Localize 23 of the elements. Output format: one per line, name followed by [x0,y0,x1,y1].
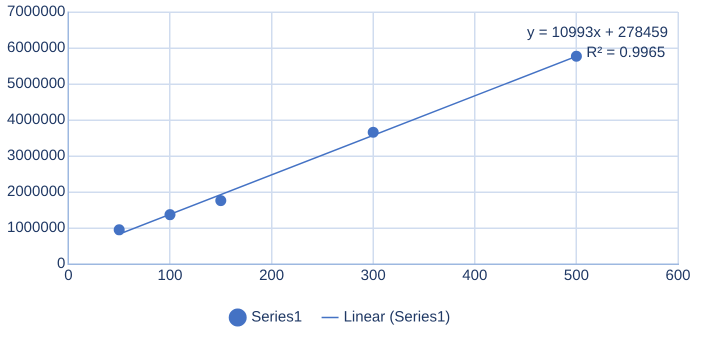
y-tick-label: 3000000 [6,147,66,164]
y-tick-label: 2000000 [6,183,66,200]
point [368,126,379,138]
y-tick-label: 5000000 [6,75,66,92]
x-tick-label: 300 [360,267,386,284]
point [164,209,176,220]
y-tick-label: 6000000 [6,39,66,56]
legend-label: Linear (Series1) [344,308,450,326]
y-tick-label: 0 [57,255,66,272]
legend-label: Series1 [251,308,302,326]
point [215,195,226,206]
annotation: y = 10993x + 278459 [527,24,668,41]
x-tick-label: 200 [259,267,284,284]
x-tick-label: 400 [462,267,488,284]
point [570,50,582,62]
point [114,224,125,236]
y-tick-label: 7000000 [6,3,66,20]
x-tick-label: 500 [564,267,589,284]
x-tick-label: 100 [157,267,183,284]
y-tick-label: 4000000 [6,111,66,128]
y-tick-label: 1000000 [6,219,66,236]
annotation: R² = 0.9965 [586,44,666,61]
x-tick-label: 600 [665,267,691,284]
